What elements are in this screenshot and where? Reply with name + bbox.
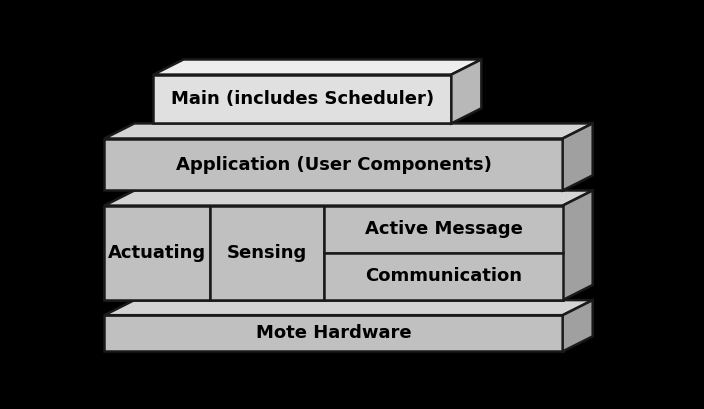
Polygon shape xyxy=(104,124,593,139)
Polygon shape xyxy=(104,315,562,351)
Polygon shape xyxy=(104,206,210,300)
Text: Mote Hardware: Mote Hardware xyxy=(256,324,411,342)
Text: Active Message: Active Message xyxy=(365,220,522,238)
Polygon shape xyxy=(325,206,562,253)
Polygon shape xyxy=(104,139,562,191)
Polygon shape xyxy=(562,191,593,300)
Polygon shape xyxy=(210,206,325,300)
Text: Application (User Components): Application (User Components) xyxy=(175,155,491,173)
Polygon shape xyxy=(451,59,482,124)
Text: Sensing: Sensing xyxy=(227,244,307,262)
Polygon shape xyxy=(325,253,562,300)
Polygon shape xyxy=(104,206,562,300)
Polygon shape xyxy=(562,124,593,191)
Polygon shape xyxy=(153,59,482,74)
Polygon shape xyxy=(562,300,593,351)
Text: Main (includes Scheduler): Main (includes Scheduler) xyxy=(171,90,434,108)
Polygon shape xyxy=(104,191,593,206)
Polygon shape xyxy=(104,300,593,315)
Text: Communication: Communication xyxy=(365,267,522,285)
Polygon shape xyxy=(153,74,451,124)
Text: Actuating: Actuating xyxy=(108,244,206,262)
